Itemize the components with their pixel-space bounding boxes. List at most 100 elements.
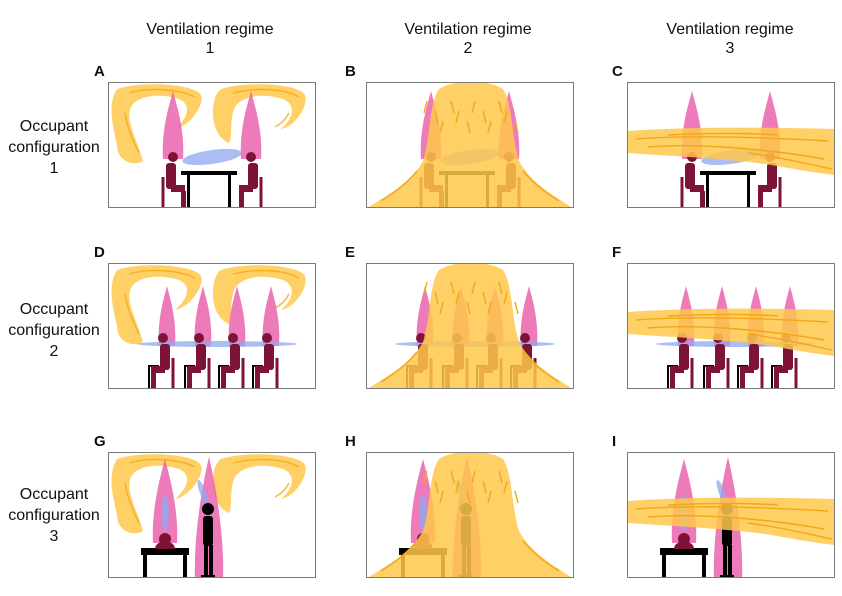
seated-person-thigh bbox=[151, 366, 165, 373]
airflow-streak bbox=[647, 326, 825, 341]
thermal-plume bbox=[520, 286, 538, 346]
column-heading-line2: 2 bbox=[463, 40, 473, 57]
panel-label-e: E bbox=[345, 244, 356, 261]
seated-person-head bbox=[194, 333, 204, 343]
thermal-plume bbox=[158, 286, 176, 346]
seated-person-leg bbox=[774, 372, 779, 388]
airflow-streak bbox=[439, 301, 444, 315]
column-heading-line2: 1 bbox=[205, 40, 215, 57]
desk-leg bbox=[143, 555, 147, 577]
horizontal-airflow-band bbox=[628, 308, 834, 356]
airflow-streak bbox=[128, 88, 196, 98]
panel-illustration bbox=[369, 453, 571, 577]
seated-person-leg bbox=[700, 191, 705, 207]
airflow-streak bbox=[450, 281, 455, 295]
airflow-streak bbox=[487, 490, 492, 504]
seated-person-thigh bbox=[740, 366, 754, 373]
seated-person-torso bbox=[715, 344, 725, 370]
row-heading-line1: Occupant bbox=[19, 301, 89, 318]
seated-person-shoulders bbox=[674, 541, 694, 549]
seated-person-torso bbox=[679, 344, 689, 370]
airflow-streak bbox=[482, 291, 487, 305]
column-heading-line1: Ventilation regime bbox=[146, 21, 274, 38]
table-leg bbox=[228, 171, 231, 207]
row-heading-line1: Occupant bbox=[19, 118, 89, 135]
panel-illustration bbox=[628, 91, 834, 207]
seated-person-head bbox=[262, 333, 272, 343]
seated-person-leg bbox=[239, 191, 244, 207]
airflow-streak bbox=[466, 490, 471, 504]
airflow-streak bbox=[667, 502, 779, 506]
airflow-streak bbox=[514, 490, 519, 504]
airflow-streak bbox=[667, 132, 779, 136]
ceiling-airflow-loop-left bbox=[111, 84, 202, 164]
panel-illustration bbox=[628, 286, 834, 388]
airflow-streak bbox=[466, 301, 471, 315]
column-heading-line1: Ventilation regime bbox=[404, 21, 532, 38]
panel-label-d: D bbox=[94, 244, 105, 261]
seated-person-leg bbox=[181, 191, 186, 207]
panel-e-diagram bbox=[366, 263, 574, 389]
airflow-streak bbox=[471, 470, 476, 484]
desk-top bbox=[141, 548, 189, 555]
panel-label-i: I bbox=[612, 433, 617, 450]
panel-label-h: H bbox=[345, 433, 356, 450]
seated-person-torso bbox=[264, 344, 274, 370]
seated-person-thigh bbox=[171, 185, 185, 192]
column-heading-line1: Ventilation regime bbox=[666, 21, 794, 38]
panel-illustration bbox=[111, 454, 306, 577]
airflow-streak bbox=[487, 301, 492, 315]
seated-person-torso bbox=[166, 163, 176, 189]
airflow-streak bbox=[747, 333, 833, 351]
table-top bbox=[181, 171, 237, 175]
airflow-streak bbox=[380, 351, 418, 383]
seated-person-thigh bbox=[758, 185, 772, 192]
airflow-streak bbox=[455, 110, 460, 124]
airflow-layer bbox=[369, 453, 571, 577]
airflow-streak bbox=[439, 490, 444, 504]
seated-person-torso bbox=[685, 163, 695, 189]
airflow-streak bbox=[450, 100, 455, 114]
seated-person-leg bbox=[740, 372, 745, 388]
column-heading-line2: 3 bbox=[725, 40, 735, 57]
standing-person-feet bbox=[201, 575, 215, 577]
airflow-layer bbox=[369, 264, 571, 388]
standing-person-leg bbox=[728, 545, 732, 577]
row-heading-line3: 2 bbox=[49, 343, 59, 360]
seated-person-torso bbox=[767, 163, 777, 189]
airflow-streak bbox=[503, 480, 508, 494]
table-leg bbox=[747, 171, 750, 207]
standing-person-head bbox=[202, 503, 214, 515]
panel-g-diagram bbox=[108, 452, 316, 578]
panel-illustration bbox=[628, 457, 834, 577]
panel-f-diagram bbox=[627, 263, 835, 389]
seated-person-head bbox=[520, 333, 530, 343]
seated-person-torso bbox=[196, 344, 206, 370]
seated-person-torso bbox=[160, 344, 170, 370]
standing-person-torso bbox=[203, 516, 213, 546]
panel-label-g: G bbox=[94, 433, 106, 450]
seated-person-thigh bbox=[239, 185, 253, 192]
airflow-streak bbox=[434, 291, 439, 305]
seated-person-torso bbox=[783, 344, 793, 370]
seated-person-head bbox=[246, 152, 256, 162]
airflow-streak bbox=[380, 170, 418, 202]
ceiling-airflow-loop-left bbox=[111, 265, 202, 345]
row-heading-line3: 1 bbox=[49, 160, 59, 177]
seated-person-thigh bbox=[774, 366, 788, 373]
airflow-streak bbox=[498, 470, 503, 484]
desk-leg bbox=[662, 555, 666, 577]
airflow-streak bbox=[635, 136, 829, 142]
row-heading-line2: configuration bbox=[8, 139, 100, 156]
panel-label-a: A bbox=[94, 63, 105, 80]
seated-person-leg bbox=[706, 372, 711, 388]
desk-leg bbox=[702, 555, 706, 577]
panel-c-diagram bbox=[627, 82, 835, 208]
airflow-streak bbox=[503, 110, 508, 124]
airflow-streak bbox=[423, 281, 428, 295]
seated-person-thigh bbox=[221, 366, 235, 373]
airflow-layer bbox=[111, 84, 306, 164]
airflow-streak bbox=[647, 515, 825, 530]
airflow-streak bbox=[514, 301, 519, 315]
airflow-streak bbox=[635, 317, 829, 323]
